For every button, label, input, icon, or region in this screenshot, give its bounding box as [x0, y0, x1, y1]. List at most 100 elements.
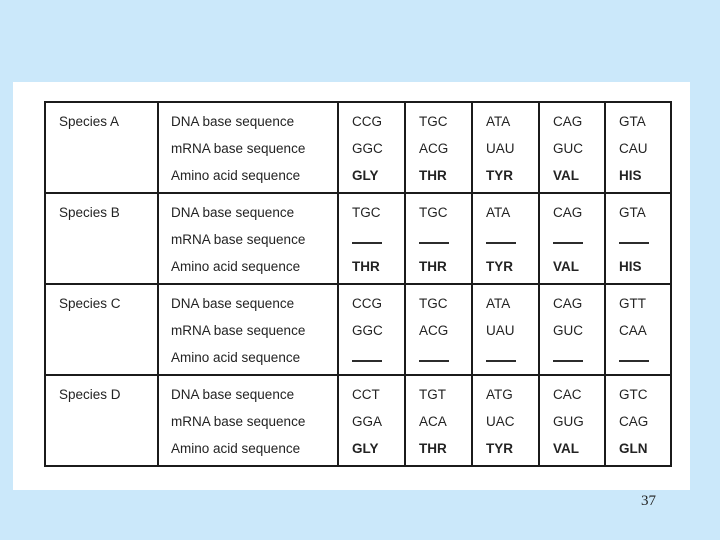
dna-codon: ATA	[486, 114, 511, 129]
blank-answer-line	[419, 226, 449, 244]
row-label: Amino acid sequence	[171, 441, 301, 456]
blank-answer-line	[553, 344, 583, 362]
codon-cell: CAG VAL	[538, 192, 606, 285]
codon-cell: ATA TYR	[471, 192, 540, 285]
dna-codon: GTA	[619, 114, 646, 129]
species-name-cell: Species D	[44, 374, 159, 467]
species-name: Species A	[59, 114, 120, 129]
row-label: Amino acid sequence	[171, 350, 301, 365]
dna-codon: CAC	[553, 387, 582, 402]
codon-cell: GTC CAG GLN	[604, 374, 672, 467]
mrna-codon: CAG	[619, 414, 649, 429]
dna-codon: TGC	[419, 296, 448, 311]
amino-codon	[406, 344, 471, 371]
row-label: DNA base sequence	[171, 114, 295, 129]
row-label: mRNA base sequence	[171, 232, 306, 247]
amino-codon: THR	[352, 259, 380, 274]
codon-cell: ATA UAU TYR	[471, 101, 540, 194]
codon-cell: TGC THR	[404, 192, 473, 285]
species-name-cell: Species A	[44, 101, 159, 194]
amino-codon: THR	[419, 259, 447, 274]
mrna-codon	[540, 226, 604, 253]
mrna-codon: GUC	[553, 323, 583, 338]
codon-cell: TGC ACG	[404, 283, 473, 376]
amino-codon: TYR	[486, 441, 513, 456]
amino-codon	[606, 344, 670, 371]
species-name-cell: Species B	[44, 192, 159, 285]
codon-cell: GTT CAA	[604, 283, 672, 376]
amino-codon: VAL	[553, 168, 579, 183]
codon-cell: CAC GUG VAL	[538, 374, 606, 467]
mrna-codon: GGA	[352, 414, 383, 429]
dna-codon: ATA	[486, 296, 511, 311]
codon-cell: CCG GGC GLY	[337, 101, 406, 194]
mrna-codon: ACG	[419, 141, 449, 156]
codon-cell: GTA CAU HIS	[604, 101, 672, 194]
row-label: mRNA base sequence	[171, 141, 306, 156]
mrna-codon: ACA	[419, 414, 447, 429]
mrna-codon: ACG	[419, 323, 449, 338]
dna-codon: TGC	[352, 205, 381, 220]
codon-cell: CCT GGA GLY	[337, 374, 406, 467]
mrna-codon: GGC	[352, 141, 383, 156]
codon-cell: CCG GGC	[337, 283, 406, 376]
species-name: Species D	[59, 387, 121, 402]
dna-codon: GTT	[619, 296, 646, 311]
blank-answer-line	[419, 344, 449, 362]
dna-codon: TGC	[419, 205, 448, 220]
codon-cell: TGT ACA THR	[404, 374, 473, 467]
page-number: 37	[641, 493, 656, 509]
row-labels-cell: DNA base sequence mRNA base sequence Amino…	[157, 374, 339, 467]
mrna-codon: GUC	[553, 141, 583, 156]
dna-codon: TGT	[419, 387, 446, 402]
mrna-codon	[473, 226, 538, 253]
mrna-codon: UAU	[486, 141, 515, 156]
species-row: Species C DNA base sequence mRNA base sequ…	[44, 283, 672, 376]
amino-codon: VAL	[553, 441, 579, 456]
species-name-cell: Species C	[44, 283, 159, 376]
mrna-codon: GUG	[553, 414, 584, 429]
dna-codon: ATG	[486, 387, 513, 402]
codon-cell: ATA UAU	[471, 283, 540, 376]
row-label: mRNA base sequence	[171, 414, 306, 429]
species-row: Species B DNA base sequence mRNA base sequ…	[44, 192, 672, 285]
species-row: Species D DNA base sequence mRNA base sequ…	[44, 374, 672, 467]
amino-codon: HIS	[619, 168, 642, 183]
blank-answer-line	[619, 226, 649, 244]
dna-codon: GTA	[619, 205, 646, 220]
blank-answer-line	[486, 226, 516, 244]
dna-codon: CCG	[352, 114, 382, 129]
row-labels-cell: DNA base sequence mRNA base sequence Amino…	[157, 192, 339, 285]
sequence-table: Species A DNA base sequence mRNA base sequ…	[44, 101, 672, 467]
row-label: DNA base sequence	[171, 205, 295, 220]
blank-answer-line	[553, 226, 583, 244]
mrna-codon: CAU	[619, 141, 648, 156]
blank-answer-line	[352, 226, 382, 244]
sequence-table-body: Species A DNA base sequence mRNA base sequ…	[44, 101, 672, 467]
row-label: mRNA base sequence	[171, 323, 306, 338]
content-panel: Species A DNA base sequence mRNA base sequ…	[13, 82, 690, 490]
mrna-codon	[606, 226, 670, 253]
amino-codon: GLY	[352, 441, 379, 456]
dna-codon: CCG	[352, 296, 382, 311]
mrna-codon: GGC	[352, 323, 383, 338]
dna-codon: CCT	[352, 387, 380, 402]
mrna-codon	[339, 226, 404, 253]
dna-codon: GTC	[619, 387, 648, 402]
species-row: Species A DNA base sequence mRNA base sequ…	[44, 101, 672, 194]
codon-cell: GTA HIS	[604, 192, 672, 285]
row-label: Amino acid sequence	[171, 259, 301, 274]
amino-codon: GLN	[619, 441, 648, 456]
codon-cell: CAG GUC VAL	[538, 101, 606, 194]
amino-codon: TYR	[486, 168, 513, 183]
amino-codon	[339, 344, 404, 371]
species-name: Species B	[59, 205, 120, 220]
amino-codon: THR	[419, 168, 447, 183]
mrna-codon: CAA	[619, 323, 647, 338]
blank-answer-line	[352, 344, 382, 362]
row-label: DNA base sequence	[171, 296, 295, 311]
blank-answer-line	[619, 344, 649, 362]
species-name: Species C	[59, 296, 121, 311]
codon-cell: CAG GUC	[538, 283, 606, 376]
